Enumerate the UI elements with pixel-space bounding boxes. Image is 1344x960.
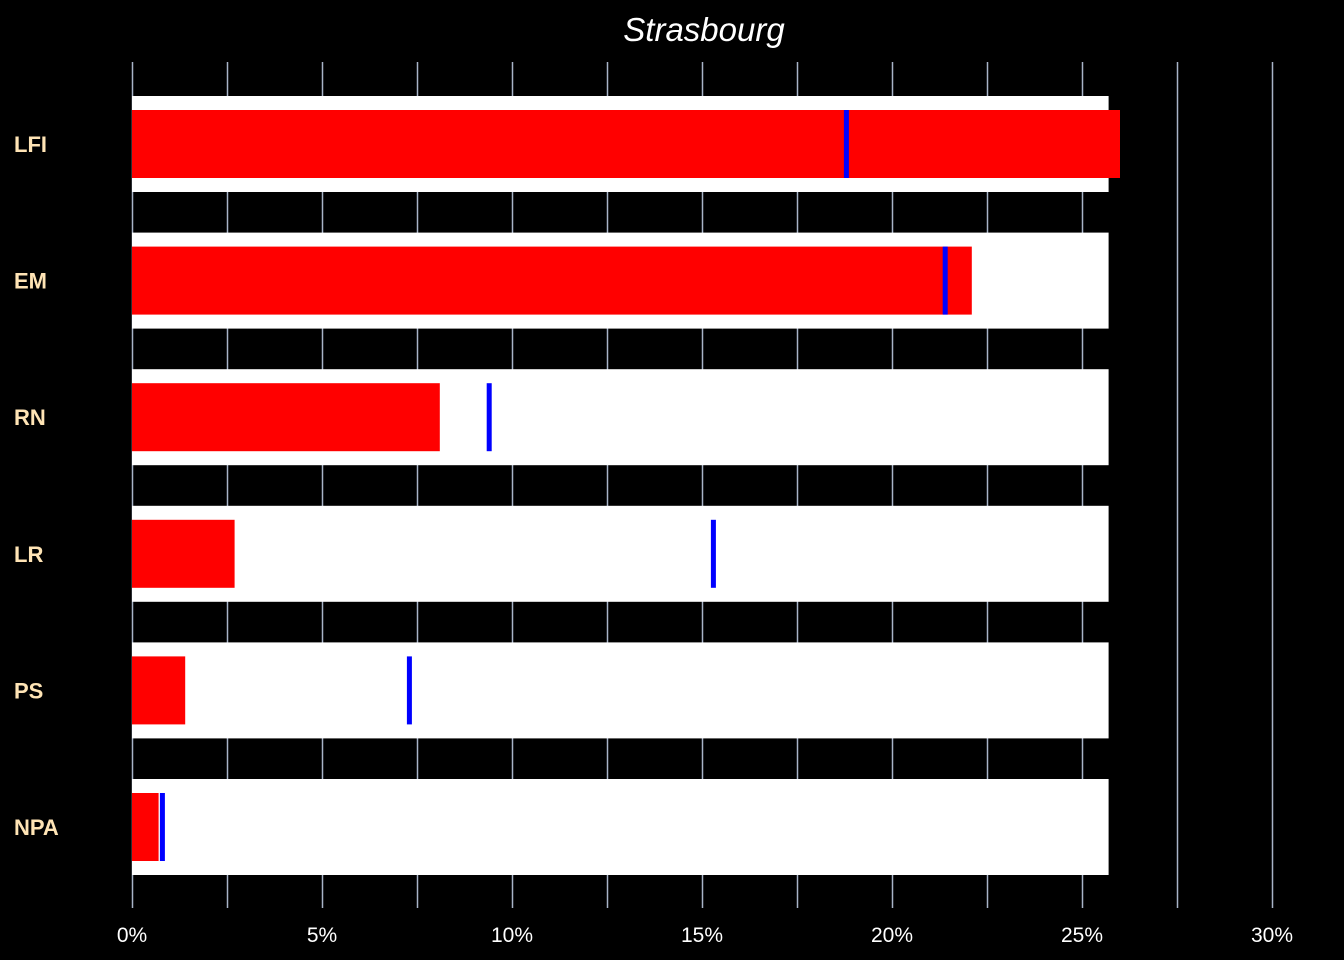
x-tick-label: 5% xyxy=(307,924,337,947)
category-label: PS xyxy=(14,678,43,703)
previous-result-marker xyxy=(406,656,412,725)
result-bar xyxy=(132,383,440,452)
category-labels: LFI EM RN LR PS NPA xyxy=(14,132,59,840)
previous-result-marker xyxy=(710,519,716,588)
previous-result-marker xyxy=(843,110,849,178)
previous-result-marker xyxy=(159,793,165,861)
x-tick-label: 30% xyxy=(1251,924,1293,947)
result-bar xyxy=(132,246,972,315)
result-bar xyxy=(132,793,159,861)
result-bar xyxy=(132,110,1120,178)
previous-result-marker xyxy=(486,383,492,452)
previous-result-marker xyxy=(942,246,948,315)
x-tick-label: 25% xyxy=(1061,924,1103,947)
x-axis-tick-labels: 0% 5% 10% 15% 20% 25% 30% xyxy=(117,924,1293,947)
result-bar xyxy=(132,519,235,588)
category-label: LR xyxy=(14,542,43,567)
background-panel xyxy=(132,505,1109,602)
category-label: LFI xyxy=(14,132,47,157)
grid-lines xyxy=(131,62,1274,908)
category-label: RN xyxy=(14,405,46,430)
result-bar xyxy=(132,656,186,725)
x-tick-label: 10% xyxy=(491,924,533,947)
bar-rows xyxy=(132,96,1120,875)
category-label: NPA xyxy=(14,815,59,840)
category-label: EM xyxy=(14,269,47,294)
chart-title: Strasbourg xyxy=(623,11,785,48)
background-panel xyxy=(132,642,1109,739)
x-tick-label: 15% xyxy=(681,924,723,947)
x-tick-label: 0% xyxy=(117,924,147,947)
x-tick-label: 20% xyxy=(871,924,913,947)
background-panel xyxy=(132,779,1109,875)
